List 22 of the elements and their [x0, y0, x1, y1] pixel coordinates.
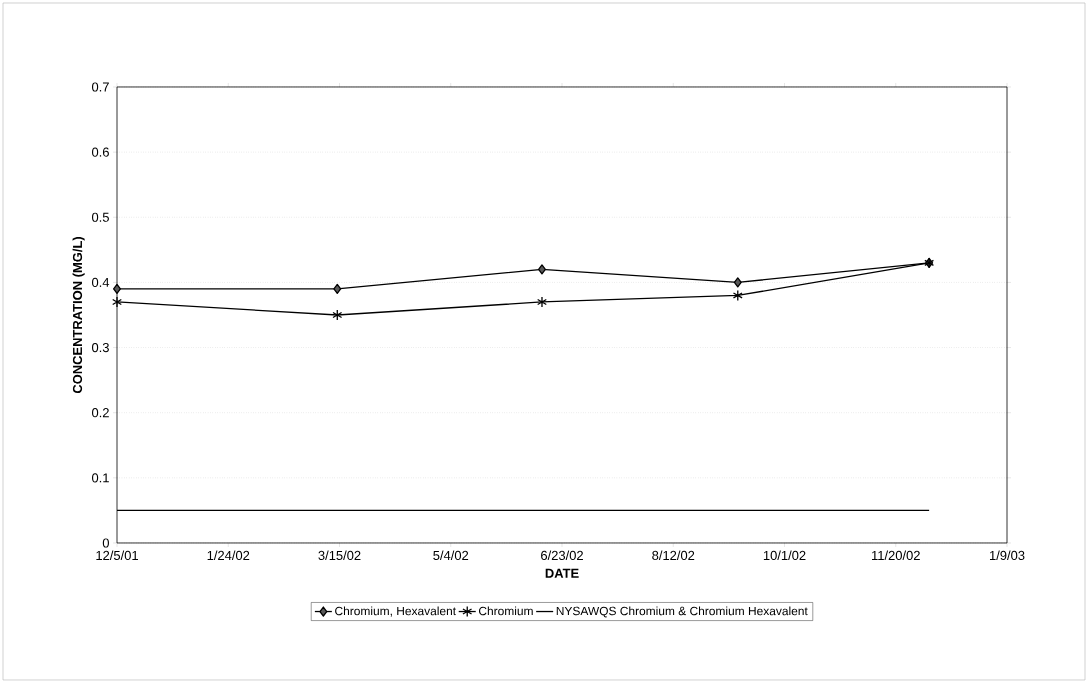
legend-label: Chromium, Hexavalent: [335, 606, 456, 617]
x-tick-label: 5/4/02: [433, 550, 469, 561]
y-axis-title: CONCENTRATION (MG/L): [72, 236, 85, 394]
x-tick-label: 8/12/02: [652, 550, 695, 561]
y-tick-label: 0.7: [91, 82, 109, 92]
y-tick-label: 0.4: [91, 277, 110, 287]
x-tick-label: 12/5/01: [96, 550, 138, 561]
x-tick-label: 6/23/02: [541, 550, 583, 561]
y-tick-label: 0.1: [91, 473, 109, 483]
x-tick-label: 3/15/02: [318, 550, 361, 561]
y-tick-label: 0: [102, 538, 109, 548]
x-tick-label: 10/1/02: [763, 550, 806, 561]
x-tick-label: 1/9/03: [989, 550, 1025, 561]
y-tick-label: 0.2: [91, 408, 109, 418]
legend-label: Chromium: [478, 606, 533, 616]
x-tick-label: 1/24/02: [207, 550, 250, 561]
x-tick-label: 11/20/02: [872, 550, 920, 561]
legend-label: NYSAWQS Chromium & Chromium Hexavalent: [556, 606, 808, 618]
x-axis-title: DATE: [545, 568, 579, 578]
y-tick-label: 0.3: [91, 342, 109, 353]
y-tick-label: 0.5: [91, 212, 109, 222]
y-tick-label: 0.6: [91, 147, 109, 157]
